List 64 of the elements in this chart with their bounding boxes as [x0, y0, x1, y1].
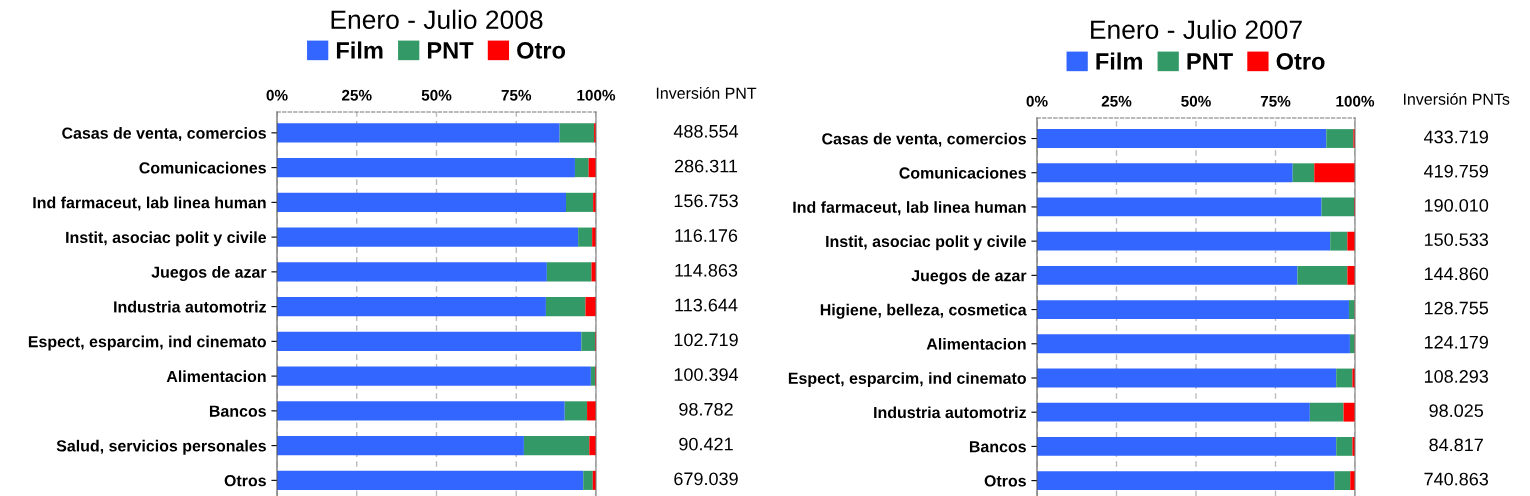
text: 128.755: [1424, 301, 1489, 315]
text: 150.533: [1424, 233, 1489, 246]
x-tick-label: 75%: [501, 89, 532, 101]
legend-label: PNT: [427, 42, 474, 59]
y-tick-label: Juegos de azar: [151, 266, 267, 282]
x-tick-label: 25%: [341, 89, 372, 101]
text: 98.782: [679, 402, 733, 416]
x-tick-label: 0%: [1026, 95, 1048, 107]
y-tick-label: Alimentacion: [166, 370, 266, 383]
text: 98.025: [1429, 404, 1484, 418]
x-tick-label: 50%: [421, 89, 452, 101]
text: 100.394: [674, 368, 739, 381]
y-tick-label: Otros: [984, 475, 1026, 487]
y-tick-label: Industria automotriz: [114, 300, 267, 313]
legend-label: Otro: [1276, 53, 1325, 70]
legend-label: PNT: [1187, 53, 1233, 70]
y-tick-label: Higiene, belleza, cosmetica: [820, 303, 1027, 319]
text: 114.863: [675, 263, 738, 277]
y-tick-label: Ind farmaceut, lab linea human: [33, 196, 266, 211]
text: 144.860: [1424, 267, 1489, 281]
text: 108.293: [1424, 370, 1489, 383]
x-tick-label: 0%: [266, 89, 288, 101]
text: Inversión PNTs: [1403, 92, 1510, 105]
x-tick-label: 100%: [577, 89, 616, 101]
text: 190.010: [1424, 199, 1489, 212]
legend-label: Otro: [517, 42, 566, 59]
y-tick-label: Ind farmaceut, lab linea human: [793, 201, 1026, 216]
text: 433.719: [1423, 130, 1488, 144]
y-tick-label: Espect, esparcim, ind cinemato: [28, 335, 266, 351]
y-tick-label: Espect, esparcim, ind cinemato: [788, 372, 1026, 388]
text: 156.753: [674, 194, 738, 208]
y-tick-label: Comunicaciones: [899, 166, 1026, 179]
chart-title: Enero - Julio 2008: [331, 9, 543, 30]
y-tick-label: Juegos de azar: [911, 269, 1027, 285]
y-tick-label: Alimentacion: [926, 337, 1026, 350]
y-tick-label: Instit, asociac polit y civile: [66, 231, 267, 247]
text: 90.421: [679, 437, 733, 451]
x-tick-label: 25%: [1101, 95, 1132, 107]
y-tick-label: Casas de venta, comercios: [62, 127, 266, 142]
y-tick-label: Salud, servicios personales: [56, 439, 266, 455]
y-tick-label: Bancos: [969, 441, 1026, 453]
y-tick-label: Casas de venta, comercios: [822, 132, 1026, 147]
text: 124.179: [1424, 335, 1488, 349]
text: 286.311: [674, 159, 738, 173]
text: 84.817: [1429, 438, 1483, 452]
legend-label: Film: [1096, 52, 1142, 70]
text: 102.719: [674, 333, 738, 347]
y-tick-label: Comunicaciones: [139, 161, 266, 174]
x-tick-label: 75%: [1260, 95, 1291, 107]
y-tick-label: Bancos: [209, 405, 266, 417]
text: Inversión PNT: [656, 86, 757, 99]
text: 116.176: [675, 229, 738, 242]
y-tick-label: Otros: [224, 475, 266, 487]
text: 113.644: [675, 298, 738, 312]
y-tick-label: Instit, asociac polit y civile: [826, 235, 1027, 251]
text: 740.863: [1424, 472, 1489, 486]
text: 679.039: [674, 472, 738, 486]
x-tick-label: 100%: [1336, 95, 1375, 107]
text: 488.554: [673, 124, 739, 138]
x-tick-label: 50%: [1181, 95, 1211, 107]
text: 419.759: [1423, 164, 1488, 178]
y-tick-label: Industria automotriz: [874, 406, 1027, 419]
chart-title: Enero - Julio 2007: [1091, 19, 1302, 40]
legend-label: Film: [336, 41, 383, 59]
